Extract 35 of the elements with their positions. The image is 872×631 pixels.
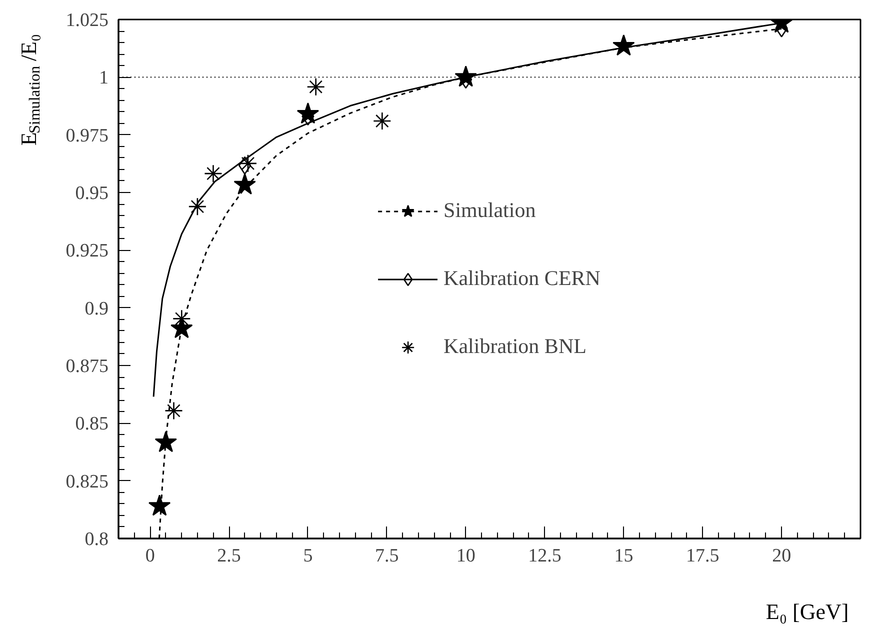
y-tick-label: 0.85	[75, 414, 108, 435]
x-tick-label: 20	[772, 546, 792, 566]
point	[164, 402, 183, 420]
y-axis-title: ESimulation/E₀	[16, 34, 44, 146]
x-tick-label: 17.5	[686, 546, 720, 566]
y-tick-label: 0.8	[84, 529, 108, 550]
point	[306, 78, 325, 96]
x-tick-label: 7.5	[375, 546, 399, 566]
y-tick-label: 0.95	[75, 183, 108, 204]
x-tick-label: 12.5	[528, 546, 562, 566]
point	[238, 154, 258, 173]
x-tick-label: 2.5	[217, 546, 241, 566]
point	[148, 494, 171, 516]
point	[204, 164, 222, 183]
point	[188, 197, 207, 216]
point	[154, 430, 177, 452]
y-tick-label: 0.925	[66, 240, 108, 262]
y-tick-label: 1	[99, 68, 108, 89]
legend-label: Kalibration BNL	[444, 334, 586, 359]
point	[372, 112, 392, 130]
y-tick-label: 0.975	[66, 125, 108, 146]
y-tick-label: 0.9	[84, 298, 108, 320]
y-tick-label: 0.875	[66, 356, 108, 377]
x-tick-label: 10	[456, 546, 476, 566]
x-tick-label: 15	[614, 546, 634, 566]
legend-label: Simulation	[444, 198, 536, 223]
y-tick-label: 0.825	[66, 471, 108, 492]
x-tick-label: 5	[303, 546, 313, 566]
x-tick-label: 0	[145, 546, 155, 566]
point	[238, 156, 252, 175]
point	[612, 34, 635, 56]
legend-label: Kalibration CERN	[444, 266, 600, 291]
x-axis-title: E₀ [GeV]	[766, 599, 849, 624]
point	[234, 173, 256, 194]
y-tick-label: 1.025	[66, 10, 108, 31]
